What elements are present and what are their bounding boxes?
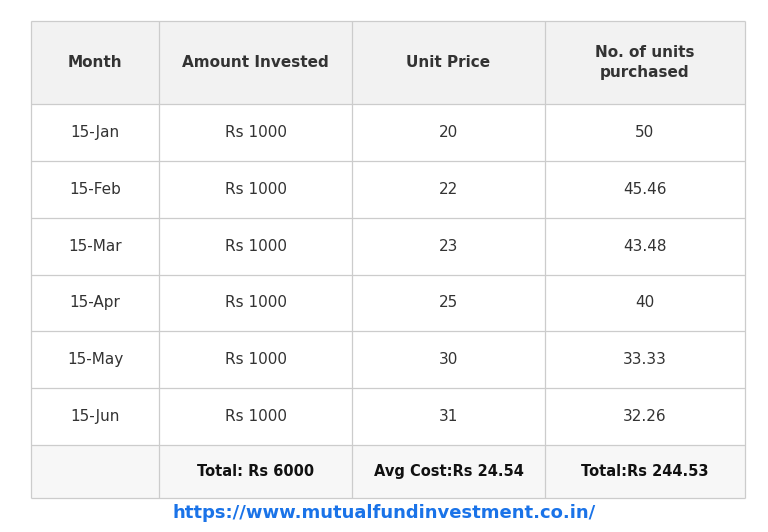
Text: Avg Cost:Rs 24.54: Avg Cost:Rs 24.54 [373,464,524,479]
Text: Total: Rs 6000: Total: Rs 6000 [197,464,314,479]
Text: Month: Month [68,55,122,70]
Text: 25: 25 [439,295,458,311]
Text: 20: 20 [439,124,458,140]
Text: No. of units
purchased: No. of units purchased [595,45,695,80]
Text: 33.33: 33.33 [623,352,667,368]
Text: 22: 22 [439,181,458,197]
Text: 43.48: 43.48 [623,238,667,254]
Text: 15-Feb: 15-Feb [69,181,121,197]
Text: 30: 30 [439,352,458,368]
Text: 15-May: 15-May [67,352,123,368]
Text: Rs 1000: Rs 1000 [225,409,286,425]
Text: Rs 1000: Rs 1000 [225,181,286,197]
Text: 15-Apr: 15-Apr [70,295,121,311]
Text: Rs 1000: Rs 1000 [225,124,286,140]
Bar [31,21,745,104]
Text: https://www.mutualfundinvestment.co.in/: https://www.mutualfundinvestment.co.in/ [172,504,596,522]
Text: 50: 50 [635,124,654,140]
Text: Rs 1000: Rs 1000 [225,238,286,254]
Text: 15-Jan: 15-Jan [71,124,120,140]
Text: 23: 23 [439,238,458,254]
Text: 32.26: 32.26 [623,409,667,425]
Text: 45.46: 45.46 [623,181,667,197]
Text: Total:Rs 244.53: Total:Rs 244.53 [581,464,709,479]
Text: Rs 1000: Rs 1000 [225,295,286,311]
Text: Rs 1000: Rs 1000 [225,352,286,368]
Text: 40: 40 [635,295,654,311]
Text: 31: 31 [439,409,458,425]
Text: 15-Mar: 15-Mar [68,238,122,254]
Text: 15-Jun: 15-Jun [71,409,120,425]
Text: Amount Invested: Amount Invested [182,55,329,70]
Bar [31,445,745,498]
Text: Unit Price: Unit Price [406,55,491,70]
